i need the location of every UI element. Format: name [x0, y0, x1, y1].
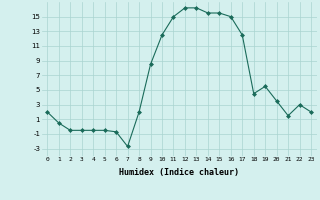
X-axis label: Humidex (Indice chaleur): Humidex (Indice chaleur) — [119, 168, 239, 177]
